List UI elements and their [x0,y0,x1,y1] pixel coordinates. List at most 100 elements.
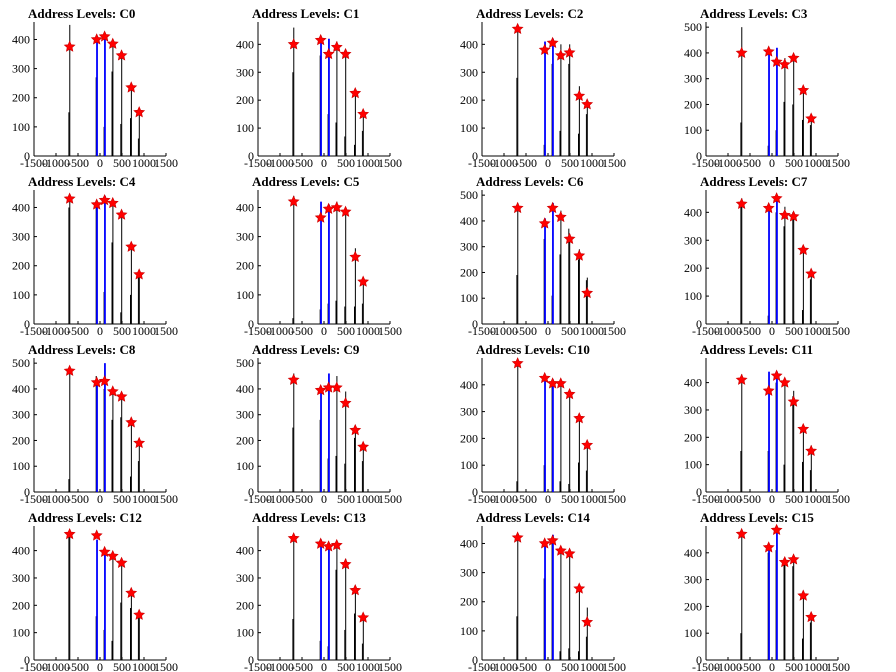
chart-title: Address Levels: C6 [476,174,584,189]
x-tick-label: 500 [337,156,355,170]
histogram-bar [354,144,355,156]
histogram-bar [121,213,123,324]
histogram-bar [344,136,346,156]
peak-marker [770,369,783,381]
y-tick-label: 300 [684,72,702,86]
histogram-bar [354,306,355,324]
histogram-bar [335,455,337,492]
histogram-bar [345,558,347,660]
x-tick-label: 0 [545,660,551,672]
y-tick-label: 300 [12,571,30,585]
x-tick-label: -1000 [490,660,518,672]
y-tick-label: 300 [460,566,478,580]
x-tick-label: -500 [739,492,761,506]
histogram-bar [112,556,114,660]
chart-panel: Address Levels: C4 0 100 200 300 400 -1500-100… [12,174,178,338]
chart-title: Address Levels: C5 [252,174,360,189]
histogram-bar [137,616,139,660]
x-tick-label: 1500 [826,660,850,672]
y-tick-label: 400 [460,378,478,392]
y-tick-label: 500 [12,356,30,370]
histogram-bar [578,414,580,492]
histogram-bar [802,426,804,492]
x-tick-label: -1000 [42,156,70,170]
x-tick-label: 1500 [602,156,626,170]
y-tick-label: 300 [684,403,702,417]
histogram-bar [111,640,113,660]
y-tick-label: 200 [684,599,702,613]
histogram-bar [784,382,786,492]
x-tick-label: 1000 [132,156,156,170]
x-tick-label: -500 [739,324,761,338]
histogram-bar [559,651,561,660]
x-tick-label: -500 [515,492,537,506]
histogram-bar [68,479,70,492]
histogram-bar [292,618,294,660]
peak-marker [554,49,567,61]
peak-marker [106,385,119,397]
histogram-bar [137,461,139,492]
peak-marker [762,384,775,396]
histogram-bar [516,616,518,660]
y-tick-label: 200 [460,93,478,107]
x-tick-label: -500 [739,156,761,170]
histogram-bar [345,52,347,156]
histogram-bar [585,470,587,492]
peak-marker [581,438,594,451]
y-tick-label: 400 [236,37,254,51]
histogram-bar [336,201,338,324]
chart-title: Address Levels: C15 [700,510,814,525]
histogram-bar [585,114,587,157]
x-tick-label: -500 [291,324,313,338]
peak-marker [546,201,559,214]
y-tick-label: 0 [248,317,254,331]
histogram-bar [586,277,588,324]
peak-marker [805,444,818,457]
histogram-bar [776,371,778,492]
x-tick-label: -1500 [692,156,720,170]
histogram-bar [569,549,571,660]
histogram-bar [354,437,355,492]
x-tick-label: 1500 [154,660,178,672]
peak-marker [106,196,119,209]
histogram-bar [586,607,588,660]
histogram-bar [802,461,803,492]
histogram-bar [344,306,346,324]
x-tick-label: 0 [97,660,103,672]
histogram-bar [354,427,356,492]
x-tick-label: -1500 [244,660,272,672]
y-tick-label: 100 [684,289,702,303]
histogram-bar [354,613,355,660]
histogram-bar [320,201,322,324]
y-tick-label: 400 [460,37,478,51]
histogram-bar [802,119,803,156]
y-tick-label: 100 [236,288,254,302]
histogram-bar [792,396,794,492]
x-tick-label: 1500 [378,156,402,170]
histogram-bar [776,528,778,660]
peak-marker [735,46,748,58]
histogram-bar [560,44,562,156]
peak-marker [90,33,103,45]
y-tick-label: 0 [248,149,254,163]
histogram-bar [121,561,123,660]
y-tick-label: 100 [12,459,30,473]
x-tick-label: 1500 [154,492,178,506]
peak-marker [349,584,362,596]
x-tick-label: 1000 [804,324,828,338]
peak-marker [115,49,128,61]
peak-marker [735,197,748,210]
peak-marker [762,201,775,214]
histogram-bar [768,371,770,492]
peak-marker [125,81,138,93]
y-tick-label: 100 [12,120,30,134]
histogram-bar [112,39,114,157]
x-tick-label: -500 [291,492,313,506]
peak-marker [787,51,800,64]
x-tick-label: -1000 [490,156,518,170]
y-tick-label: 200 [236,433,254,447]
y-tick-label: 0 [472,485,478,499]
histogram-bar [810,273,812,324]
x-tick-label: 0 [321,156,327,170]
y-tick-label: 0 [24,485,30,499]
